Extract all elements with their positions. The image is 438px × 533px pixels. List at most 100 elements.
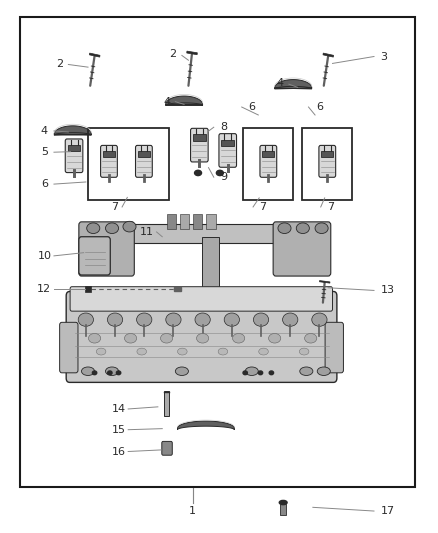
Text: 7: 7 [259,202,266,212]
FancyBboxPatch shape [70,287,332,311]
FancyBboxPatch shape [219,134,237,167]
Text: 2: 2 [170,49,177,59]
Text: 15: 15 [112,425,126,435]
Ellipse shape [278,223,291,233]
Ellipse shape [96,348,106,355]
Text: 17: 17 [381,506,395,516]
FancyBboxPatch shape [319,146,336,177]
Ellipse shape [92,371,97,375]
FancyBboxPatch shape [60,322,78,373]
Bar [321,151,333,157]
Text: 13: 13 [381,286,395,295]
Ellipse shape [117,371,121,375]
Ellipse shape [197,334,209,343]
FancyBboxPatch shape [65,139,83,173]
FancyBboxPatch shape [79,237,110,275]
Ellipse shape [106,223,119,233]
Polygon shape [166,96,203,106]
Ellipse shape [137,313,152,326]
Ellipse shape [124,334,137,343]
Text: 8: 8 [220,122,227,132]
Bar [103,151,115,157]
Ellipse shape [312,313,327,326]
Ellipse shape [243,371,247,375]
Text: 6: 6 [316,102,323,112]
FancyBboxPatch shape [273,222,331,276]
Text: 12: 12 [37,284,51,294]
Bar [20,17,416,487]
Text: 4: 4 [276,78,284,88]
Text: 1: 1 [189,506,196,516]
Polygon shape [319,280,330,283]
Ellipse shape [160,334,173,343]
Ellipse shape [268,334,281,343]
FancyBboxPatch shape [191,128,208,162]
Polygon shape [323,53,334,57]
Text: 9: 9 [220,172,227,182]
Ellipse shape [315,223,328,233]
Ellipse shape [195,313,210,326]
Ellipse shape [245,367,258,375]
Ellipse shape [258,371,263,375]
Text: 11: 11 [140,227,154,237]
Ellipse shape [108,371,112,375]
Polygon shape [177,421,234,430]
Bar [68,145,81,151]
Ellipse shape [259,348,268,355]
FancyBboxPatch shape [79,222,134,276]
FancyBboxPatch shape [101,146,117,177]
Bar [88,128,169,200]
Bar [193,214,202,229]
Bar [280,504,286,515]
Bar [166,214,176,229]
FancyBboxPatch shape [66,292,337,382]
Text: 3: 3 [381,52,388,61]
Ellipse shape [166,313,181,326]
Ellipse shape [87,223,100,233]
Polygon shape [174,287,181,291]
FancyBboxPatch shape [135,146,152,177]
Text: 2: 2 [56,60,63,69]
Ellipse shape [137,348,147,355]
Bar [302,128,352,200]
Ellipse shape [283,313,298,326]
Ellipse shape [78,313,93,326]
Bar [180,214,189,229]
Bar [193,134,206,141]
Ellipse shape [81,367,95,375]
Bar [84,224,328,243]
Text: 7: 7 [111,202,118,212]
Ellipse shape [317,367,330,375]
Polygon shape [89,53,100,57]
Ellipse shape [194,170,201,175]
Bar [164,391,169,416]
Polygon shape [275,79,312,89]
Ellipse shape [269,371,274,375]
Text: 4: 4 [41,126,48,136]
Ellipse shape [254,313,268,326]
Bar [201,237,219,304]
Text: 5: 5 [41,147,48,157]
Ellipse shape [233,334,245,343]
Text: 6: 6 [41,179,48,189]
Polygon shape [187,51,198,55]
Ellipse shape [300,367,313,375]
Text: 4: 4 [163,96,170,107]
Ellipse shape [88,334,101,343]
Ellipse shape [175,367,188,375]
Bar [221,140,234,146]
Bar [206,214,215,229]
Ellipse shape [296,223,309,233]
Ellipse shape [279,500,287,505]
Ellipse shape [224,313,240,326]
Ellipse shape [107,313,123,326]
FancyBboxPatch shape [162,441,172,455]
Bar [85,286,91,292]
Ellipse shape [299,348,309,355]
Text: 16: 16 [112,447,126,456]
Text: 10: 10 [37,251,51,261]
Text: 6: 6 [248,102,255,112]
Ellipse shape [218,348,228,355]
Ellipse shape [123,221,136,232]
Ellipse shape [106,367,119,375]
